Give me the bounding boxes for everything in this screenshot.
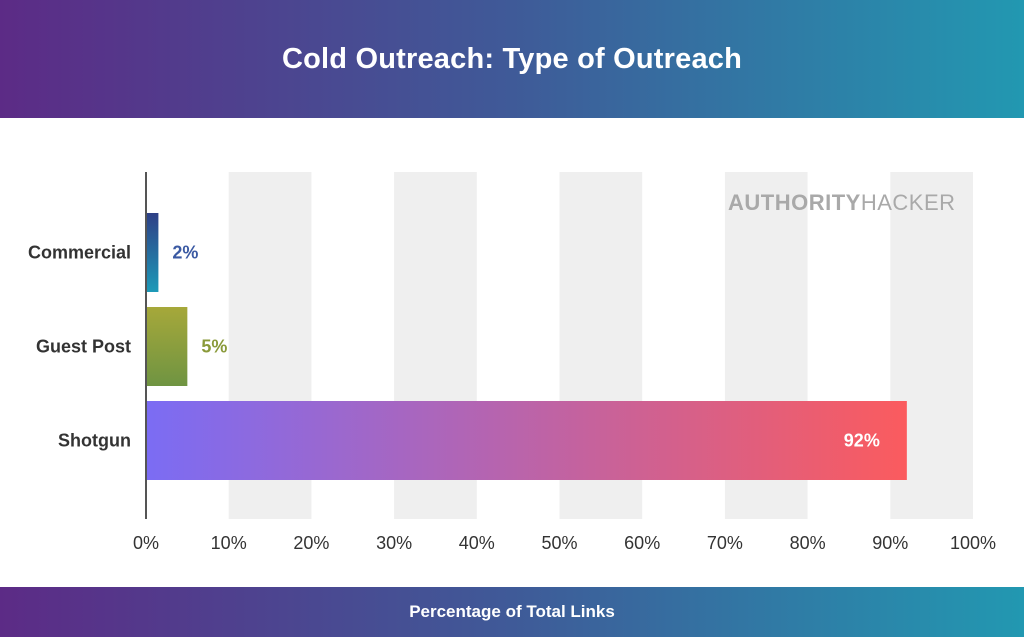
x-axis-label: Percentage of Total Links [409, 602, 615, 621]
chart-footer: Percentage of Total Links [0, 587, 1024, 637]
x-tick-label: 20% [293, 533, 329, 553]
chart-title: Cold Outreach: Type of Outreach [281, 42, 743, 75]
x-tick-label: 40% [459, 533, 495, 553]
value-labels: 2% 5% 92% [172, 243, 879, 451]
x-tick-label: 30% [376, 533, 412, 553]
category-label-commercial: Commercial [28, 243, 131, 263]
x-tick-label: 80% [790, 533, 826, 553]
x-tick-label: 70% [707, 533, 743, 553]
value-label-guest-post: 5% [201, 337, 227, 357]
category-label-shotgun: Shotgun [58, 431, 131, 451]
watermark-bold-text: AUTHORITY [728, 190, 861, 215]
category-label-guest-post: Guest Post [36, 337, 131, 357]
authorityhacker-watermark: AUTHORITYHACKER [728, 190, 956, 216]
x-tick-label: 90% [872, 533, 908, 553]
chart-header: Cold Outreach: Type of Outreach [0, 0, 1024, 118]
category-labels: Commercial Guest Post Shotgun [28, 243, 131, 451]
x-tick-label: 0% [133, 533, 159, 553]
bars [146, 213, 907, 480]
x-tick-label: 10% [211, 533, 247, 553]
watermark-light-text: HACKER [860, 190, 956, 215]
x-tick-label: 60% [624, 533, 660, 553]
bar-guest-post [146, 307, 188, 386]
value-label-commercial: 2% [172, 243, 198, 263]
x-tick-labels: 0% 10% 20% 30% 40% 50% 60% 70% 80% 90% 100% [133, 533, 996, 553]
bar-chart: Commercial Guest Post Shotgun 2% 5% 92% 0% 10… [28, 172, 996, 553]
x-tick-label: 50% [541, 533, 577, 553]
x-tick-label: 100% [950, 533, 996, 553]
bar-shotgun [146, 401, 907, 480]
bar-commercial [146, 213, 159, 292]
value-label-shotgun: 92% [844, 431, 880, 451]
